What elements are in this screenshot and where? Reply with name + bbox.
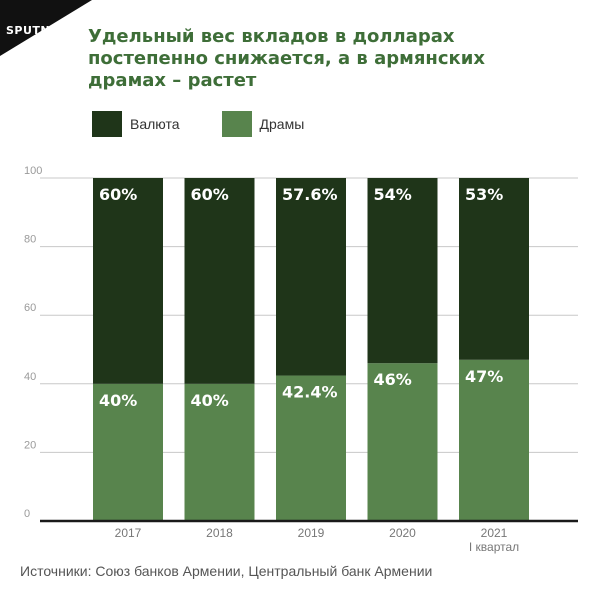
bar-valuta-2017 (93, 178, 163, 384)
legend: Валюта Драмы (92, 110, 346, 138)
data-label-dramy-2017: 40% (99, 391, 137, 410)
bar-dramy-2021 (459, 359, 529, 521)
title-line-3: драмах – растет (88, 70, 257, 91)
bar-valuta-2018 (184, 178, 255, 384)
x-tick-label-2017: 2017 (115, 526, 142, 540)
bar-valuta-2020 (367, 178, 438, 364)
x-tick-label-2020: 2020 (389, 526, 416, 540)
legend-item-dramy: Драмы (221, 111, 305, 137)
data-label-valuta-2020: 54% (374, 185, 412, 204)
bar-valuta-2019 (276, 178, 346, 376)
legend-item-valuta: Валюта (92, 111, 180, 137)
legend-swatch-dramy (221, 111, 252, 137)
sputnik-logo (0, 0, 92, 56)
data-label-valuta-2019: 57.6% (282, 185, 338, 204)
y-tick-label-20: 20 (24, 439, 36, 451)
y-tick-label-40: 40 (24, 371, 36, 383)
legend-label-valuta: Валюта (130, 116, 180, 132)
y-tick-label-0: 0 (24, 508, 30, 520)
legend-label-dramy: Драмы (259, 116, 305, 132)
data-label-valuta-2018: 60% (191, 185, 229, 204)
data-label-dramy-2020: 46% (374, 370, 412, 389)
x-tick-label-2018: 2018 (206, 526, 233, 540)
logo-text: SPUTNIK (6, 24, 64, 37)
data-label-dramy-2021: 47% (465, 367, 503, 386)
y-tick-label-100: 100 (24, 165, 42, 177)
bar-dramy-2018 (184, 383, 255, 521)
bar-dramy-2019 (276, 375, 346, 521)
data-label-dramy-2019: 42.4% (282, 383, 338, 402)
data-label-valuta-2017: 60% (99, 185, 137, 204)
x-tick-label-2021: 2021 (481, 526, 508, 540)
y-tick-label-60: 60 (24, 302, 36, 314)
bar-dramy-2020 (367, 363, 438, 521)
title-line-2: постепенно снижается, а в армянских (88, 48, 485, 69)
data-label-dramy-2018: 40% (191, 391, 229, 410)
title-line-1: Удельный вес вкладов в долларах (88, 26, 455, 47)
bar-valuta-2021 (459, 178, 529, 360)
x-tick-label-2019: 2019 (298, 526, 325, 540)
chart-title: Удельный вес вкладов в долларах постепен… (88, 26, 588, 92)
legend-swatch-valuta (92, 111, 122, 137)
data-label-valuta-2021: 53% (465, 185, 503, 204)
source-note: Источники: Союз банков Армении, Централь… (20, 563, 433, 579)
y-tick-label-80: 80 (24, 234, 36, 246)
bar-dramy-2017 (93, 383, 163, 521)
x-tick-sublabel-2021: I квартал (469, 540, 519, 554)
